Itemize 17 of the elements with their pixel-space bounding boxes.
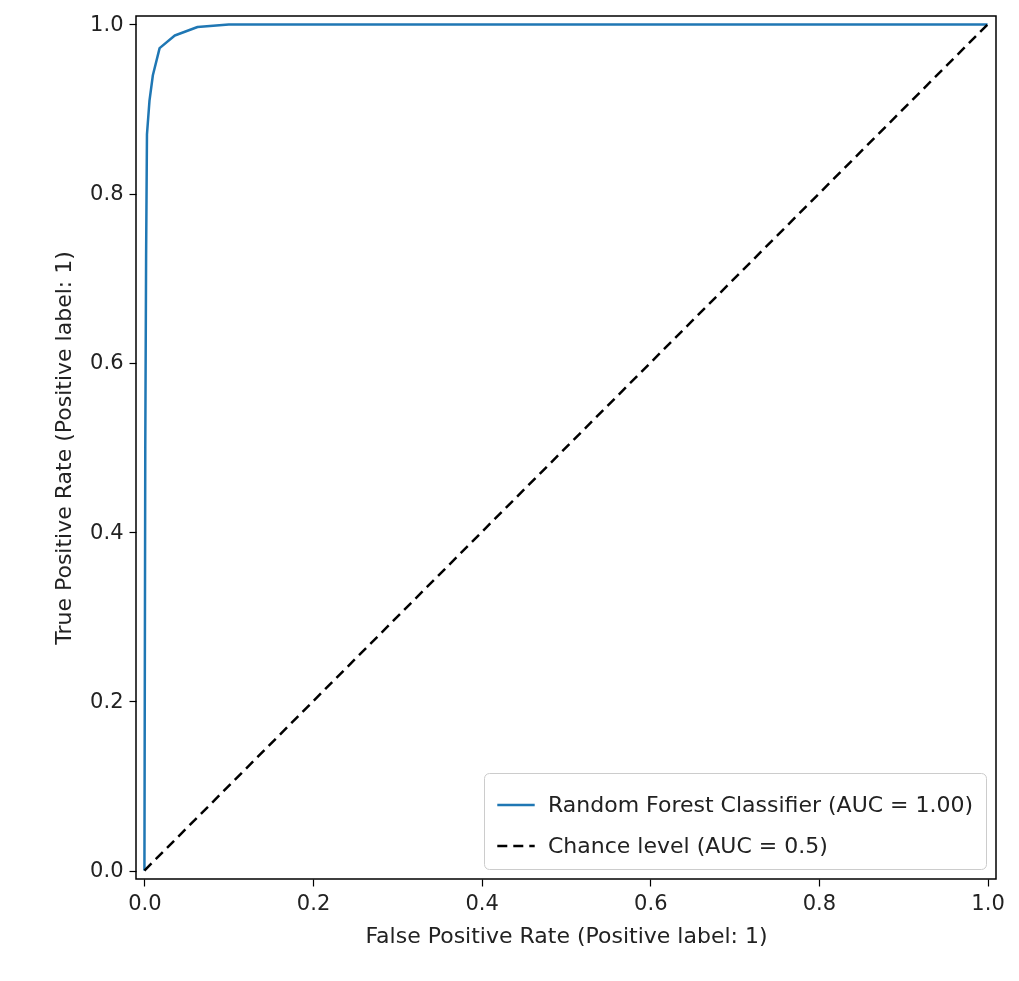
y-tick-label: 0.8 [90, 181, 124, 206]
y-tick-label: 0.2 [90, 688, 124, 713]
x-tick-label: 0.6 [634, 890, 668, 915]
x-tick-label: 0.0 [128, 890, 162, 915]
y-tick-label: 1.0 [90, 11, 124, 36]
line-series [143, 23, 989, 872]
x-axis-title: False Positive Rate (Positive label: 1) [365, 922, 768, 948]
y-axis-title: True Positive Rate (Positive label: 1) [51, 251, 77, 646]
y-tick-label: 0.6 [90, 350, 124, 375]
x-tick-label: 1.0 [971, 890, 1005, 915]
x-tick-label: 0.2 [296, 890, 331, 915]
y-tick-label: 0.4 [90, 519, 124, 544]
legend-label: Random Forest Classifier (AUC = 1.00) [548, 792, 974, 817]
x-tick-label: 0.8 [802, 890, 837, 915]
legend-label: Chance level (AUC = 0.5) [548, 833, 828, 858]
x-tick-label: 0.4 [465, 890, 499, 915]
y-tick-label: 0.0 [90, 858, 124, 883]
